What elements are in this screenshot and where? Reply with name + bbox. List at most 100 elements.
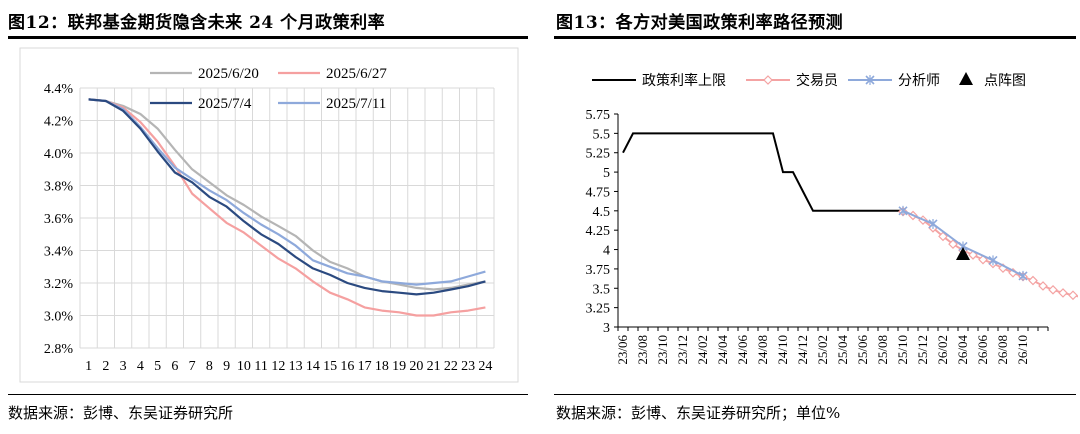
right-series-line <box>622 132 903 212</box>
left-chart: 2.8%3.0%3.2%3.4%3.6%3.8%4.0%4.2%4.4%1 2 3 4… <box>19 47 519 383</box>
right-data-marker <box>1068 290 1078 301</box>
right-x-tick-label: 26/06 <box>975 335 990 365</box>
right-series-分析师 <box>898 205 1028 281</box>
right-x-tick-label: 23/08 <box>635 335 650 365</box>
left-y-tick-label: 4.4% <box>44 82 74 97</box>
right-y-tick-label: 4.25 <box>586 224 611 239</box>
right-y-tick-label: 5.5 <box>593 127 611 142</box>
left-series-line-2025/7/4 <box>88 98 486 296</box>
right-figure: 图13：各方对美国政策利率路径预测 3 3.25 3.5 3.75 4 4.25 4.5 4.… <box>548 0 1080 434</box>
right-data-marker <box>1058 288 1068 298</box>
right-legend-label: 点阵图 <box>984 73 1026 89</box>
left-legend-item: 2025/7/4 <box>150 96 252 112</box>
right-series-点阵图 <box>956 246 970 260</box>
right-data-marker <box>898 205 908 216</box>
left-series-line-2025/6/27 <box>88 98 486 317</box>
left-legend-label: 2025/6/20 <box>198 66 259 82</box>
right-x-tick-label: 25/04 <box>835 335 850 365</box>
right-x-tick-label: 24/10 <box>775 335 790 365</box>
left-x-tick-label: 22 <box>444 359 458 374</box>
right-legend-label: 政策利率上限 <box>642 72 726 89</box>
right-legend-label: 交易员 <box>796 72 838 89</box>
left-x-tick-label: 9 <box>223 359 230 374</box>
left-x-tick-label: 12 <box>271 359 285 374</box>
right-data-marker <box>1018 270 1028 281</box>
right-data-marker <box>988 255 998 266</box>
left-x-tick-label: 1 <box>85 359 92 374</box>
right-y-tick-label: 5.25 <box>586 147 611 162</box>
left-x-tick-label: 19 <box>392 359 406 374</box>
right-x-tick-label: 26/10 <box>1015 335 1030 365</box>
right-y-tick-label: 3 <box>603 321 610 336</box>
left-y-tick-label: 3.8% <box>44 180 74 195</box>
left-x-tick-label: 3 <box>120 359 127 374</box>
left-source: 数据来源：彭博、东吴证券研究所 <box>8 404 234 422</box>
left-legend-label: 2025/6/27 <box>326 66 387 82</box>
left-x-tick-label: 2 <box>102 359 109 374</box>
right-legend-marker <box>865 75 875 85</box>
left-source-rule <box>8 394 528 395</box>
right-x-tick-label: 25/10 <box>895 335 910 365</box>
right-x-tick-label: 24/12 <box>795 335 810 365</box>
left-legend-item: 2025/6/27 <box>278 66 387 82</box>
left-series-line-2025/6/20 <box>88 98 486 291</box>
right-x-tick-label: 23/12 <box>675 335 690 365</box>
right-x-tick-label: 25/02 <box>815 335 830 365</box>
left-legend-label: 2025/7/4 <box>198 96 252 112</box>
left-y-tick-label: 3.2% <box>44 277 74 292</box>
right-figure-title: 图13：各方对美国政策利率路径预测 <box>556 13 844 33</box>
right-series-交易员 <box>898 206 1078 301</box>
right-y-tick-label: 3.5 <box>593 282 611 297</box>
left-x-tick-label: 23 <box>461 359 475 374</box>
right-x-tick-label: 24/02 <box>695 335 710 365</box>
right-y-tick-label: 4.5 <box>593 205 611 220</box>
right-legend-item: 点阵图 <box>959 72 1026 89</box>
left-x-tick-label: 11 <box>254 359 267 374</box>
left-x-tick-label: 5 <box>154 359 161 374</box>
right-x-tick-label: 25/08 <box>875 335 890 365</box>
right-x-tick-label: 26/08 <box>995 335 1010 365</box>
left-legend-label: 2025/7/11 <box>326 96 386 112</box>
right-title-rule <box>554 36 1076 39</box>
left-x-tick-label: 6 <box>171 359 178 374</box>
right-data-marker <box>938 231 948 242</box>
right-chart: 3 3.25 3.5 3.75 4 4.25 4.5 4.75 5 5.25 5.5 5.75 23/0… <box>586 72 1078 365</box>
right-y-tick-label: 3.75 <box>586 263 611 278</box>
left-x-tick-label: 17 <box>358 359 372 374</box>
right-legend-marker <box>959 72 973 85</box>
right-data-marker <box>928 218 938 229</box>
left-x-tick-label: 10 <box>237 359 251 374</box>
left-y-tick-label: 2.8% <box>44 342 74 357</box>
right-x-tick-label: 26/04 <box>955 335 970 365</box>
right-y-tick-label: 5.75 <box>586 108 611 123</box>
right-legend-marker <box>763 75 773 85</box>
right-x-tick-label: 26/02 <box>935 335 950 365</box>
right-data-marker <box>968 250 978 260</box>
right-data-marker <box>956 246 970 260</box>
left-x-tick-label: 8 <box>206 359 213 374</box>
right-legend-item: 政策利率上限 <box>592 72 726 89</box>
left-x-tick-label: 14 <box>306 359 320 374</box>
right-x-tick-label: 25/06 <box>855 335 870 365</box>
left-y-tick-label: 3.0% <box>44 310 74 325</box>
left-y-tick-label: 4.2% <box>44 115 74 130</box>
right-x-tick-label: 23/06 <box>615 335 630 365</box>
right-x-tick-label: 24/06 <box>735 335 750 365</box>
right-y-tick-label: 4 <box>603 244 610 259</box>
right-x-tick-label: 25/12 <box>915 335 930 365</box>
right-legend-item: 分析师 <box>848 73 940 89</box>
left-figure: 图12：联邦基金期货隐含未来 24 个月政策利率 2.8% 3.0% 3.2% 3.4… <box>8 13 528 422</box>
left-x-tick-label: 20 <box>409 359 423 374</box>
left-x-tick-label: 15 <box>323 359 337 374</box>
left-title-rule <box>8 36 528 39</box>
right-x-tick-label: 23/10 <box>655 335 670 365</box>
left-figure-title: 图12：联邦基金期货隐含未来 24 个月政策利率 <box>8 13 386 33</box>
left-x-tick-label: 21 <box>427 359 441 374</box>
right-x-tick-label: 24/08 <box>755 335 770 365</box>
right-y-tick-label: 4.75 <box>586 185 611 200</box>
right-x-tick-label: 24/04 <box>715 335 730 365</box>
right-source: 数据来源：彭博、东吴证券研究所；单位% <box>556 404 841 422</box>
left-y-tick-label: 3.6% <box>44 212 74 227</box>
left-x-tick-label: 18 <box>375 359 389 374</box>
left-x-tick-label: 16 <box>340 359 354 374</box>
